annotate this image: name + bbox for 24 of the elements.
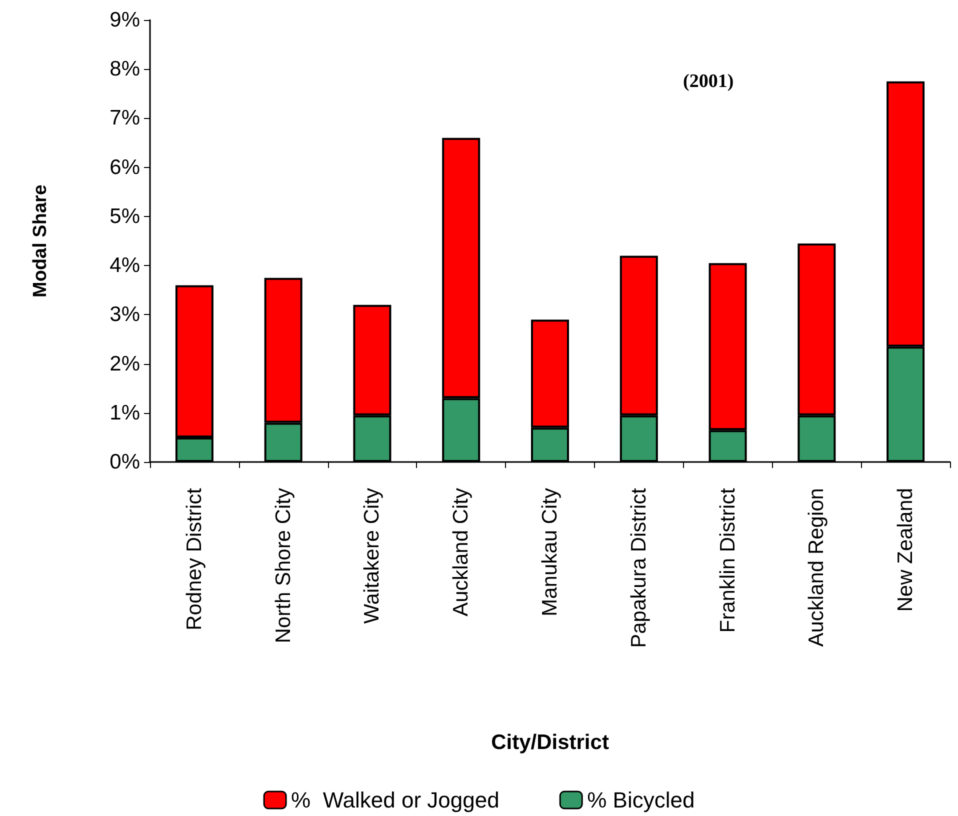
- x-tick-label: New Zealand: [894, 488, 918, 612]
- legend-label: % Walked or Jogged: [291, 788, 500, 812]
- x-tick-label: Papakura District: [627, 488, 650, 648]
- y-tick-label: 7%: [110, 106, 140, 130]
- x-tick-label: Franklin District: [716, 488, 740, 633]
- y-axis-title: Modal Share: [30, 184, 51, 298]
- x-tick-label: Auckland Region: [805, 488, 828, 647]
- x-tick-label: Waitakere City: [360, 488, 384, 624]
- y-tick-label: 0%: [110, 450, 140, 474]
- y-tick-label: 1%: [110, 401, 140, 424]
- annotation: (2001): [683, 71, 734, 92]
- y-tick-label: 5%: [110, 204, 140, 228]
- x-axis-title: City/District: [491, 731, 609, 754]
- y-tick-label: 8%: [110, 58, 140, 81]
- y-tick-label: 6%: [110, 156, 140, 179]
- y-tick-label: 3%: [110, 303, 140, 326]
- y-tick-label: 2%: [110, 352, 140, 376]
- y-tick-label: 4%: [110, 254, 140, 278]
- y-tick-label: 9%: [110, 8, 140, 32]
- x-tick-label: Auckland City: [450, 488, 473, 616]
- x-tick-label: Manukau City: [538, 488, 562, 616]
- legend-label: % Bicycled: [587, 788, 695, 812]
- x-tick-label: North Shore City: [272, 488, 295, 644]
- x-tick-label: Rodney District: [182, 488, 206, 630]
